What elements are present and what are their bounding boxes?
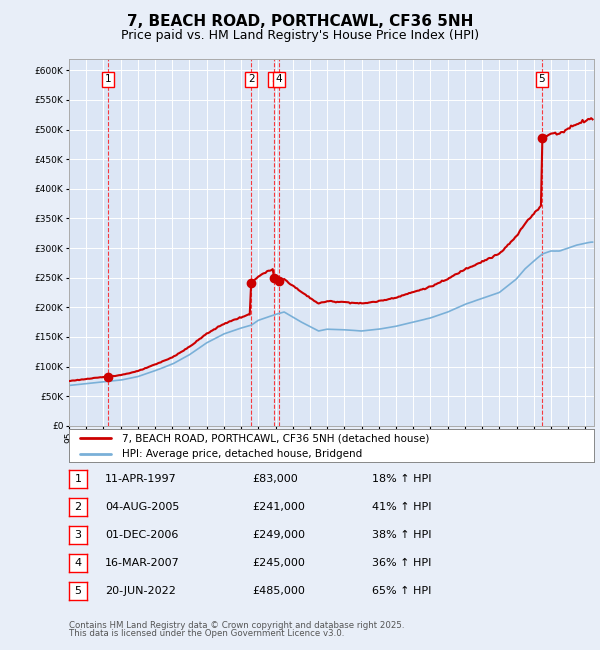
Text: 18% ↑ HPI: 18% ↑ HPI bbox=[372, 474, 431, 484]
Text: 38% ↑ HPI: 38% ↑ HPI bbox=[372, 530, 431, 540]
Text: 04-AUG-2005: 04-AUG-2005 bbox=[105, 502, 179, 512]
Text: 3: 3 bbox=[74, 530, 82, 540]
Text: £485,000: £485,000 bbox=[252, 586, 305, 596]
Text: 4: 4 bbox=[276, 74, 283, 85]
Text: £241,000: £241,000 bbox=[252, 502, 305, 512]
Text: 1: 1 bbox=[105, 74, 112, 85]
Text: 16-MAR-2007: 16-MAR-2007 bbox=[105, 558, 180, 568]
Text: 7, BEACH ROAD, PORTHCAWL, CF36 5NH: 7, BEACH ROAD, PORTHCAWL, CF36 5NH bbox=[127, 14, 473, 29]
Text: 41% ↑ HPI: 41% ↑ HPI bbox=[372, 502, 431, 512]
Text: 20-JUN-2022: 20-JUN-2022 bbox=[105, 586, 176, 596]
Text: 1: 1 bbox=[74, 474, 82, 484]
Text: £83,000: £83,000 bbox=[252, 474, 298, 484]
Text: 7, BEACH ROAD, PORTHCAWL, CF36 5NH (detached house): 7, BEACH ROAD, PORTHCAWL, CF36 5NH (deta… bbox=[121, 433, 429, 443]
Text: 2: 2 bbox=[74, 502, 82, 512]
Text: £245,000: £245,000 bbox=[252, 558, 305, 568]
Text: 65% ↑ HPI: 65% ↑ HPI bbox=[372, 586, 431, 596]
Text: 01-DEC-2006: 01-DEC-2006 bbox=[105, 530, 178, 540]
Text: Price paid vs. HM Land Registry's House Price Index (HPI): Price paid vs. HM Land Registry's House … bbox=[121, 29, 479, 42]
Text: 36% ↑ HPI: 36% ↑ HPI bbox=[372, 558, 431, 568]
Text: 11-APR-1997: 11-APR-1997 bbox=[105, 474, 177, 484]
Text: 5: 5 bbox=[539, 74, 545, 85]
Text: 4: 4 bbox=[74, 558, 82, 568]
Text: This data is licensed under the Open Government Licence v3.0.: This data is licensed under the Open Gov… bbox=[69, 629, 344, 638]
Text: 3: 3 bbox=[271, 74, 277, 85]
Text: £249,000: £249,000 bbox=[252, 530, 305, 540]
Text: Contains HM Land Registry data © Crown copyright and database right 2025.: Contains HM Land Registry data © Crown c… bbox=[69, 621, 404, 630]
Text: 5: 5 bbox=[74, 586, 82, 596]
Text: 2: 2 bbox=[248, 74, 254, 85]
Text: HPI: Average price, detached house, Bridgend: HPI: Average price, detached house, Brid… bbox=[121, 449, 362, 460]
